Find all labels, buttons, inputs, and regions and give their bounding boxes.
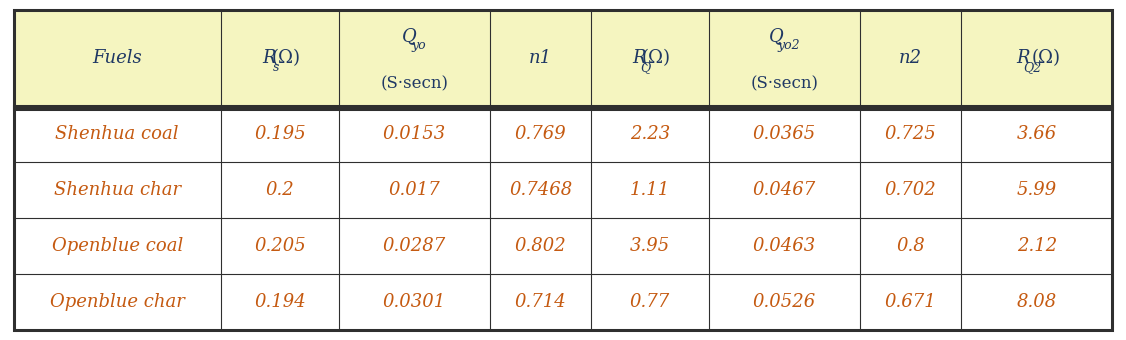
Text: (Ω): (Ω) <box>1031 49 1061 67</box>
Text: 0.017: 0.017 <box>388 181 440 199</box>
Text: n1: n1 <box>529 49 552 67</box>
Text: Q: Q <box>402 27 417 45</box>
Text: 0.0287: 0.0287 <box>383 237 446 255</box>
Text: Q: Q <box>641 61 651 74</box>
Bar <box>14 106 1112 162</box>
Text: Shenhua coal: Shenhua coal <box>55 125 179 143</box>
Text: Fuels: Fuels <box>92 49 142 67</box>
Text: Q: Q <box>769 27 784 45</box>
Text: (Ω): (Ω) <box>642 49 671 67</box>
Text: 0.0463: 0.0463 <box>753 237 816 255</box>
Text: 0.2: 0.2 <box>266 181 294 199</box>
Text: 0.7468: 0.7468 <box>509 181 572 199</box>
Text: Openblue char: Openblue char <box>50 293 185 311</box>
Text: n2: n2 <box>899 49 922 67</box>
Text: (S·secn): (S·secn) <box>750 75 819 92</box>
Text: 2.12: 2.12 <box>1017 237 1057 255</box>
Text: 0.714: 0.714 <box>515 293 566 311</box>
Text: 0.205: 0.205 <box>254 237 306 255</box>
Text: yo2: yo2 <box>777 39 799 52</box>
Text: (S·secn): (S·secn) <box>381 75 448 92</box>
Text: R: R <box>633 49 646 67</box>
Text: 5.99: 5.99 <box>1017 181 1057 199</box>
Text: (Ω): (Ω) <box>272 49 301 67</box>
Text: 8.08: 8.08 <box>1017 293 1057 311</box>
Text: 0.8: 0.8 <box>896 237 926 255</box>
Text: 0.0365: 0.0365 <box>753 125 816 143</box>
Text: Q2: Q2 <box>1024 61 1042 74</box>
Text: s: s <box>272 61 279 74</box>
Bar <box>14 274 1112 330</box>
Text: 3.95: 3.95 <box>629 237 670 255</box>
Text: 0.195: 0.195 <box>254 125 306 143</box>
Text: 0.77: 0.77 <box>629 293 670 311</box>
Text: 0.702: 0.702 <box>885 181 937 199</box>
Text: 0.671: 0.671 <box>885 293 937 311</box>
Bar <box>14 218 1112 274</box>
Text: 0.194: 0.194 <box>254 293 306 311</box>
Bar <box>14 10 1112 106</box>
Text: 0.802: 0.802 <box>515 237 566 255</box>
Text: 1.11: 1.11 <box>629 181 670 199</box>
Text: Openblue coal: Openblue coal <box>52 237 182 255</box>
Text: R: R <box>262 49 276 67</box>
Text: 0.0467: 0.0467 <box>753 181 816 199</box>
Text: 3.66: 3.66 <box>1017 125 1057 143</box>
Text: R: R <box>1017 49 1030 67</box>
Text: 0.725: 0.725 <box>885 125 937 143</box>
Text: 0.0153: 0.0153 <box>383 125 446 143</box>
Text: 0.0301: 0.0301 <box>383 293 446 311</box>
Text: Shenhua char: Shenhua char <box>54 181 181 199</box>
Text: yo: yo <box>411 39 426 52</box>
Text: 0.0526: 0.0526 <box>753 293 816 311</box>
Text: 2.23: 2.23 <box>629 125 670 143</box>
Text: 0.769: 0.769 <box>515 125 566 143</box>
Bar <box>14 162 1112 218</box>
